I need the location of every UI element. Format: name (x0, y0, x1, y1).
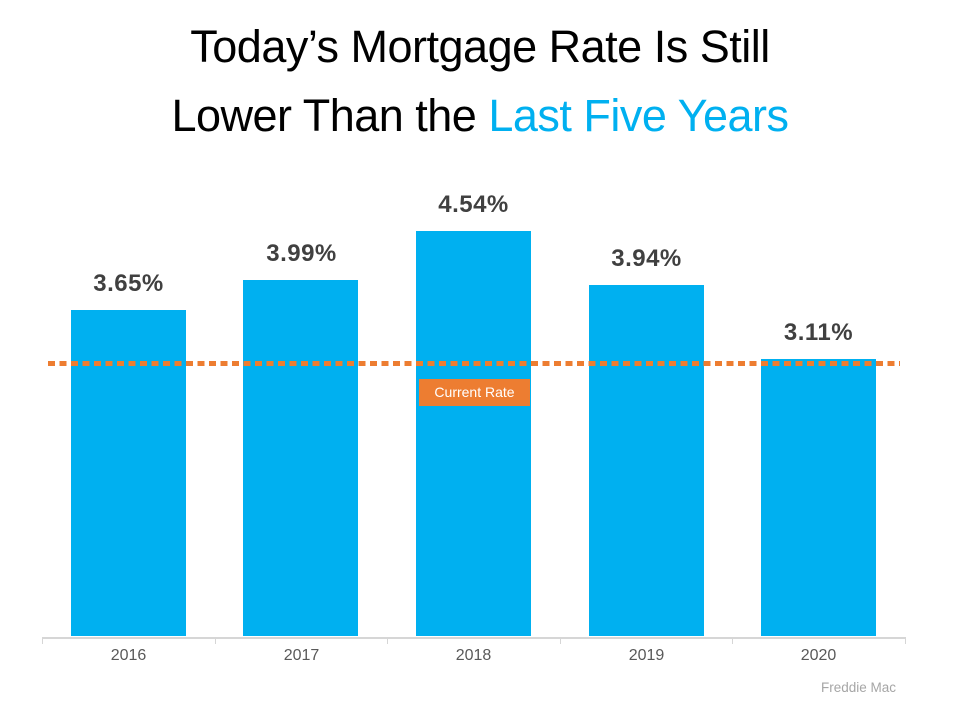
data-label-2016: 3.65% (93, 270, 164, 297)
x-axis-tick (560, 637, 561, 644)
title-line2-prefix: Lower Than the (171, 90, 489, 141)
x-axis-label-2017: 2017 (283, 647, 320, 664)
x-axis-tick (42, 637, 43, 644)
x-axis-label-2018: 2018 (455, 647, 492, 664)
x-axis-tick (215, 637, 216, 644)
data-label-2018: 4.54% (438, 191, 509, 218)
data-label-2017: 3.99% (266, 240, 337, 267)
x-axis-label-2016: 2016 (110, 647, 147, 664)
chart-title: Today’s Mortgage Rate Is Still Lower Than… (0, 12, 960, 150)
x-axis-label-2020: 2020 (800, 647, 837, 664)
bar-2018 (416, 231, 531, 636)
x-axis-line (42, 637, 905, 639)
current-rate-badge: Current Rate (419, 379, 530, 406)
data-label-2019: 3.94% (611, 245, 682, 272)
title-line2-highlight: Last Five Years (488, 90, 789, 141)
x-axis-tick (905, 637, 906, 644)
current-rate-reference-line (48, 361, 900, 366)
x-axis-tick (732, 637, 733, 644)
title-line1: Today’s Mortgage Rate Is Still (190, 21, 770, 72)
bar-2017 (243, 280, 358, 636)
x-axis-tick (387, 637, 388, 644)
data-label-2020: 3.11% (783, 319, 854, 346)
source-attribution: Freddie Mac (820, 680, 896, 695)
x-axis-label-2019: 2019 (628, 647, 665, 664)
bar-2019 (589, 285, 704, 636)
bar-2020 (761, 359, 876, 636)
bar-2016 (71, 310, 186, 636)
